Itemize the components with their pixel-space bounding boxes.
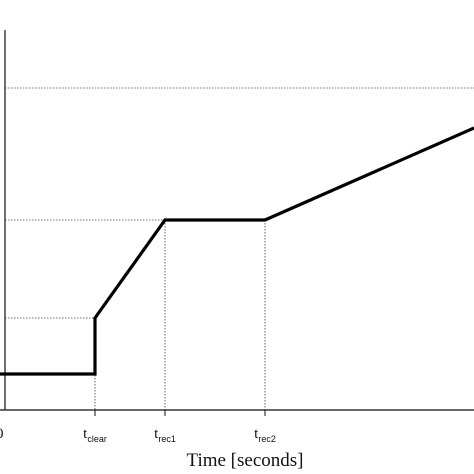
profile-line: [0, 126, 474, 376]
tick-label: trec2: [254, 426, 276, 444]
label: t: [83, 426, 88, 442]
label: rec2: [258, 434, 276, 444]
tick-label: tclear: [83, 426, 107, 444]
label: 0: [0, 426, 4, 442]
label: t: [154, 426, 159, 442]
label: rec1: [158, 434, 176, 444]
tick-label: 0: [0, 426, 4, 442]
label: t: [254, 426, 259, 442]
x-axis-title: Time [seconds]: [187, 450, 304, 471]
label: clear: [87, 434, 107, 444]
tick-label: trec1: [154, 426, 176, 444]
